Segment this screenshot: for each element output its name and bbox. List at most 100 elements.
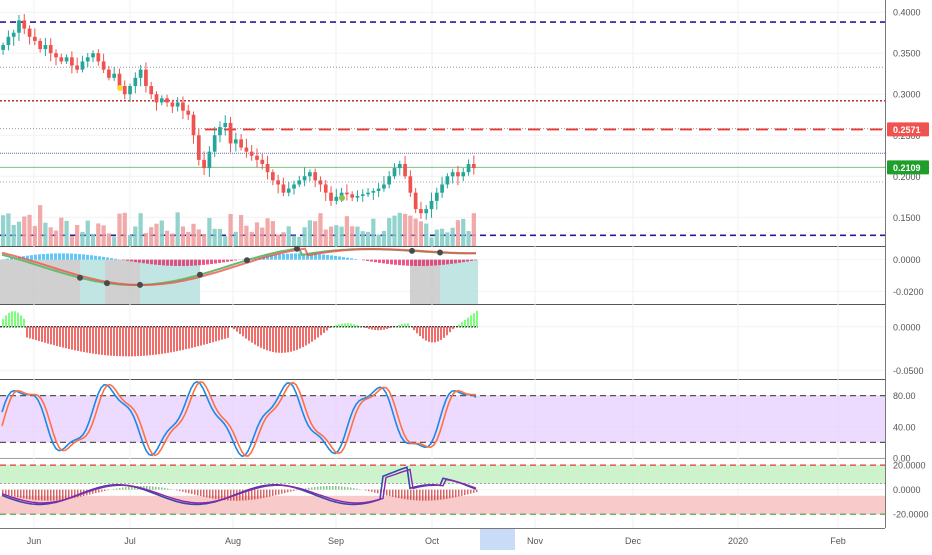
osc-histogram-bar [335,486,337,490]
momentum-bar [263,327,265,349]
momentum-bar [29,327,31,339]
momentum-bar [389,327,391,328]
momentum-bar [272,327,274,352]
volume-bar [128,235,132,246]
candle-body [387,176,391,184]
macd-histogram-bar [154,260,157,265]
osc-histogram-bar [128,487,130,490]
macd-histogram-bar [434,260,437,266]
osc-histogram-bar [260,490,262,499]
osc-histogram-bar [290,490,292,492]
candle-body [467,164,471,172]
candle-body [7,37,11,45]
macd-histogram-bar [466,260,469,262]
volume-bar [139,213,143,246]
candle-body [297,180,301,184]
candle-body [255,156,259,160]
momentum-bar [314,327,316,340]
volume-bar [22,216,26,246]
volume-bar [234,232,238,246]
macd-histogram-bar [426,260,429,266]
candle-body [102,61,106,69]
candle-body [276,180,280,184]
osc-histogram-bar [338,486,340,489]
momentum-bar [299,327,301,349]
osc-histogram-bar [392,490,394,497]
momentum-bar [365,327,367,328]
volume-bar [170,234,174,246]
macd-histogram-bar [234,260,237,261]
momentum-bar [386,327,388,329]
volume-bar [324,230,328,246]
momentum-bar [188,327,190,349]
candle-body [123,86,127,94]
macd-histogram-bar [78,254,81,260]
volume-bar [250,232,254,246]
osc-histogram-bar [437,490,439,500]
momentum-bar [56,327,58,346]
volume-bar [149,227,153,246]
momentum-bar [155,327,157,355]
momentum-bar [341,324,343,327]
candle-body [303,176,307,180]
cross-marker [137,282,143,288]
macd-histogram-bar [130,260,133,262]
momentum-bar [458,324,460,326]
volume-bar [350,226,354,246]
candle-body [139,70,143,78]
macd-shade [440,260,478,304]
candle-body [28,29,32,37]
candle-body [398,164,402,168]
volume-bar [59,218,63,246]
momentum-bar [104,327,106,355]
osc-histogram-bar [221,490,223,500]
volume-bar [392,216,396,246]
osc-histogram-bar [440,490,442,500]
osc-histogram-bar [422,490,424,501]
volume-bar [6,213,10,246]
candle-body [430,201,434,209]
lower-band [0,496,885,514]
momentum-bar [278,327,280,353]
osc-histogram-bar [416,490,418,501]
momentum-bar [65,327,67,349]
macd-histogram-bar [446,260,449,265]
volume-bar [292,236,296,246]
volume-bar [165,231,169,246]
y-tick-label: 80.00 [893,391,916,401]
osc-histogram-bar [206,490,208,498]
momentum-bar [308,327,310,344]
volume-bar [408,216,412,246]
momentum-bar [197,327,199,347]
osc-histogram-bar [326,486,328,490]
osc-histogram-bar [413,490,415,501]
y-tick-label: 40.00 [893,422,916,432]
candle-body [334,197,338,201]
volume-bar [414,219,418,246]
macd-histogram-bar [334,256,337,260]
momentum-bar [2,319,4,327]
volume-bar [117,214,121,246]
macd-histogram-bar [158,260,161,265]
macd-histogram-bar [398,260,401,265]
volume-bar [281,232,285,246]
macd-histogram-bar [406,260,409,266]
candle-body [81,61,85,69]
osc-histogram-bar [254,490,256,500]
osc-histogram-bar [356,489,358,490]
momentum-bar [269,327,271,352]
candle-body [118,74,122,86]
x-tick-label: Nov [527,536,544,546]
osc-histogram-bar [116,488,118,489]
macd-histogram-bar [54,253,57,259]
momentum-bar [401,324,403,327]
x-tick-label: 2020 [728,536,748,546]
macd-histogram-bar [166,260,169,266]
momentum-bar [368,327,370,329]
momentum-bar [101,327,103,355]
osc-histogram-bar [377,490,379,494]
volume-bar [329,227,333,246]
macd-histogram-bar [290,253,293,259]
momentum-bar [452,327,454,329]
